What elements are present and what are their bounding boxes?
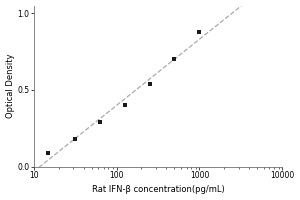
Point bbox=[122, 104, 127, 107]
Point bbox=[172, 58, 177, 61]
Point bbox=[72, 137, 77, 141]
X-axis label: Rat IFN-β concentration(pg/mL): Rat IFN-β concentration(pg/mL) bbox=[92, 185, 224, 194]
Point bbox=[46, 151, 51, 155]
Point bbox=[97, 121, 102, 124]
Y-axis label: Optical Density: Optical Density bbox=[6, 54, 15, 118]
Point bbox=[197, 30, 202, 33]
Point bbox=[147, 82, 152, 85]
